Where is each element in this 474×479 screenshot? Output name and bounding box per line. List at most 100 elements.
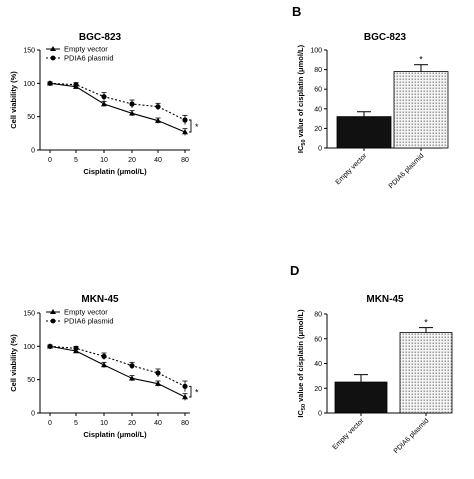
x-tick-label: 80 <box>181 420 189 427</box>
y-tick-label: 20 <box>314 126 322 133</box>
y-tick-label: 80 <box>314 312 322 319</box>
bar-2 <box>399 332 453 414</box>
x-tick-label: 10 <box>100 157 108 164</box>
data-point-triangle <box>182 129 188 135</box>
x-tick-label: 5 <box>74 157 78 164</box>
data-point-triangle <box>101 362 107 368</box>
y-tick-label: 20 <box>314 386 322 393</box>
significance-star: * <box>424 318 428 328</box>
y-tick-label: 0 <box>31 148 35 155</box>
x-tick-label: Empty vector <box>335 152 369 186</box>
data-point-circle <box>155 104 161 110</box>
x-tick-label: 40 <box>154 157 162 164</box>
y-axis-label: IC50 value of cisplatin (μmol/L) <box>296 309 307 418</box>
bar-1 <box>336 116 392 149</box>
data-point-circle <box>73 82 79 88</box>
y-axis-label-rest: value of cisplatin (μmol/L) <box>296 44 305 139</box>
y-tick-label: 100 <box>23 81 35 88</box>
y-axis-label: Cell viability (%) <box>9 71 18 129</box>
panel-letter: D <box>290 263 299 278</box>
significance-star: * <box>195 388 199 398</box>
y-tick-label: 150 <box>23 311 35 318</box>
y-axis-label-rest: value of cisplatin (μmol/L) <box>296 309 305 404</box>
data-point-triangle <box>182 394 188 400</box>
y-axis-label-main: IC <box>296 145 305 153</box>
y-axis-label: Cell viability (%) <box>9 334 18 392</box>
significance-star: * <box>195 122 199 132</box>
x-tick-label: 20 <box>128 157 136 164</box>
series-line-1 <box>49 345 186 398</box>
bar-2 <box>393 71 449 149</box>
significance-bracket <box>189 385 192 398</box>
x-axis-label: Cisplatin (μmol/L) <box>83 430 147 439</box>
bar-1 <box>334 381 388 414</box>
panel-3: MKN-45 0 50 100 150 0 5 10 20 40 80 Cisplatin (μmol… <box>9 294 199 439</box>
data-point-circle <box>129 363 135 369</box>
data-point-circle <box>182 117 188 123</box>
significance-star: * <box>419 55 423 65</box>
y-tick-label: 40 <box>314 106 322 113</box>
data-point-circle <box>73 345 79 351</box>
y-tick-label: 40 <box>314 361 322 368</box>
y-axis-label-sub: 50 <box>301 404 307 410</box>
y-tick-label: 60 <box>314 87 322 94</box>
chart-title: MKN-45 <box>81 294 119 305</box>
data-point-triangle <box>129 110 135 116</box>
y-axis-label-main: IC <box>296 410 305 418</box>
data-point-circle <box>47 80 53 86</box>
x-tick-label: 80 <box>181 157 189 164</box>
series-line-2 <box>49 345 186 387</box>
y-tick-label: 0 <box>318 146 322 153</box>
series-line-2 <box>49 82 186 121</box>
data-point-triangle <box>129 375 135 381</box>
y-tick-label: 150 <box>23 48 35 55</box>
data-point-triangle <box>101 101 107 107</box>
x-tick-label: 40 <box>154 420 162 427</box>
panel-letter: B <box>292 4 301 19</box>
data-point-circle <box>101 353 107 359</box>
y-axis-label: IC50 value of cisplatin (μmol/L) <box>296 44 307 153</box>
legend-label: PDIA6 plasmid <box>64 317 114 326</box>
y-tick-label: 100 <box>23 344 35 351</box>
y-tick-label: 0 <box>318 411 322 418</box>
panel-1: BGC-823 0 50 100 150 0 5 10 20 40 80 Cisplatin (μmo… <box>9 32 199 176</box>
legend-label: Empty vector <box>64 45 108 54</box>
y-tick-label: 100 <box>310 48 322 55</box>
chart-title: MKN-45 <box>366 294 404 305</box>
x-tick-label: 20 <box>128 420 136 427</box>
chart-title: BGC-823 <box>364 32 407 43</box>
y-tick-label: 0 <box>31 411 35 418</box>
x-tick-label: 0 <box>48 157 52 164</box>
legend-label: Empty vector <box>64 308 108 317</box>
legend-label: PDIA6 plasmid <box>64 54 114 63</box>
panel-2: B BGC-823 0 20 40 60 80 100 Empty vector * PDIA6 p… <box>292 4 449 190</box>
y-tick-label: 80 <box>314 67 322 74</box>
y-tick-label: 60 <box>314 336 322 343</box>
y-axis-label-sub: 50 <box>301 139 307 145</box>
x-tick-label: Empty vector <box>332 417 366 451</box>
x-tick-label: 10 <box>100 420 108 427</box>
y-tick-label: 50 <box>27 377 35 384</box>
x-tick-label: PDIA6 plasmid <box>388 152 426 190</box>
data-point-circle <box>182 383 188 389</box>
legend-marker-triangle <box>50 46 56 51</box>
significance-bracket <box>189 119 192 133</box>
chart-title: BGC-823 <box>79 32 122 43</box>
x-tick-label: 5 <box>74 420 78 427</box>
panel-4: D MKN-45 0 20 40 60 80 Empty vector * PDIA6 plasm… <box>290 263 453 455</box>
data-point-triangle <box>155 117 161 123</box>
data-point-circle <box>101 94 107 100</box>
legend-marker-circle <box>50 318 56 324</box>
x-tick-label: 0 <box>48 420 52 427</box>
legend-marker-triangle <box>50 309 56 314</box>
x-axis-label: Cisplatin (μmol/L) <box>83 167 147 176</box>
data-point-circle <box>155 370 161 376</box>
data-point-circle <box>47 343 53 349</box>
data-point-circle <box>129 101 135 107</box>
series-line-1 <box>49 82 186 133</box>
y-tick-label: 50 <box>27 114 35 121</box>
x-tick-label: PDIA6 plasmid <box>393 417 431 455</box>
data-point-triangle <box>155 380 161 386</box>
